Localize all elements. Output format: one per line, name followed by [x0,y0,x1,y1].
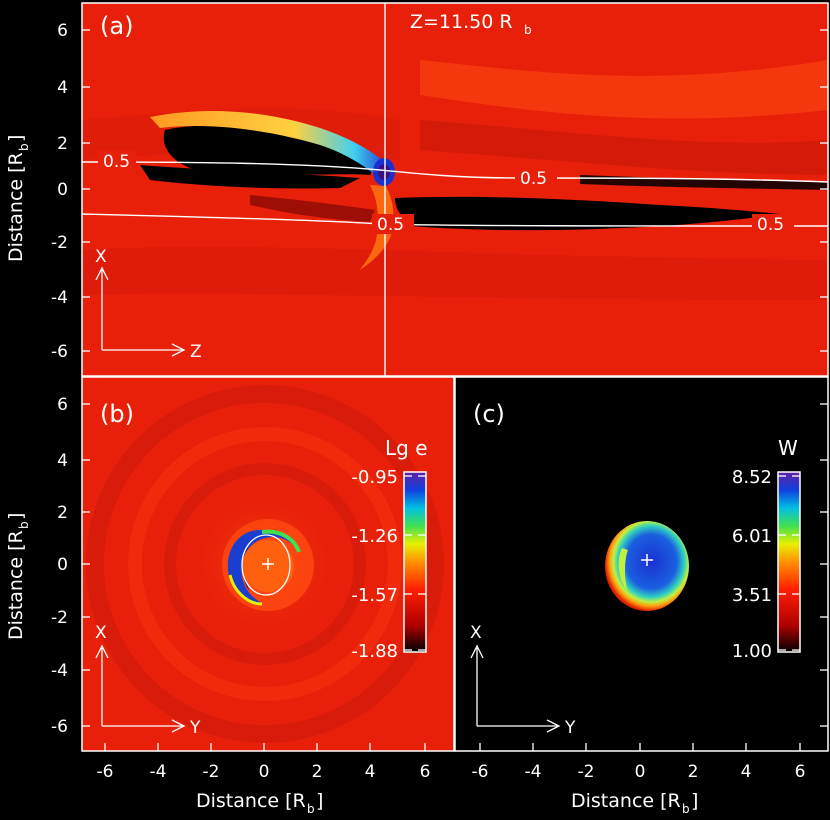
z-label-main: Z=11.50 R [410,11,513,33]
yb-tick-m4: -4 [51,661,68,681]
xc-tick-m4: -4 [525,762,542,782]
x-tick-labels-b: -6 -4 -2 0 2 4 6 [97,762,431,782]
x-axis-title-b-main: Distance [R [196,790,306,812]
xc-tick-0: 0 [635,762,646,782]
center-cross-b [262,558,274,570]
contour-label-4: 0.5 [757,215,784,235]
axis-right-b: Y [189,718,201,738]
yb-tick-6: 6 [57,395,68,415]
y-axis-title-b-sub: b [17,521,31,529]
yb-tick-4: 4 [57,451,68,471]
cb-c-tick-3: 3.51 [732,585,772,606]
axis-indicator-a [95,266,186,357]
center-cross-c [641,554,653,566]
ya-tick-6: 6 [57,21,68,41]
xb-tick-m2: -2 [203,762,220,782]
panel-b [82,377,454,751]
xc-tick-6: 6 [795,762,806,782]
colorbar-b: Lg e -0.95 -1.26 -1.57 -1.88 [351,436,427,662]
y-axis-title-b-main: Distance [R [5,530,27,640]
cb-b-tick-4: -1.88 [351,641,398,662]
y-axis-title-a-end: ] [5,135,27,142]
bright-streak [150,110,391,185]
axis-up-a: X [95,247,107,267]
axis-up-c: X [470,623,482,643]
y-axis-title-a-sub: b [17,143,31,151]
contour-label-3: 0.5 [377,215,404,235]
axis-indicator-c [470,644,561,733]
cb-b-tick-3: -1.57 [351,585,398,606]
xc-tick-2: 2 [688,762,699,782]
xb-tick-4: 4 [365,762,376,782]
y-tick-labels-b: 6 4 2 0 -2 -4 -6 [51,395,68,737]
x-axis-title-c-sub: b [682,802,690,816]
contour-label-1: 0.5 [103,152,130,172]
axis-indicator-b [95,644,186,733]
y-axis-title-a: Distance [R b ] [5,135,31,262]
xc-tick-4: 4 [741,762,752,782]
x-axis-title-b-sub: b [307,802,315,816]
xb-tick-0: 0 [259,762,270,782]
panel-c-tag: (c) [473,400,505,428]
panel-c [455,377,828,751]
y-axis-title-b: Distance [R b ] [5,513,31,640]
panel-b-tag: (b) [100,400,134,428]
ya-tick-m4: -4 [51,288,68,308]
x-axis-title-b: Distance [R b ] [196,790,323,816]
z-label: Z=11.50 R b [410,11,532,37]
contour-label-2: 0.5 [520,169,547,189]
x-axis-title-c: Distance [R b ] [571,790,698,816]
axis-up-b: X [95,623,107,643]
x-tick-labels-c: -6 -4 -2 0 2 4 6 [472,762,806,782]
yb-tick-m6: -6 [51,717,68,737]
xb-tick-m6: -6 [97,762,114,782]
contour-b [241,534,291,596]
ya-tick-m6: -6 [51,342,68,362]
xc-tick-m2: -2 [578,762,595,782]
cb-c-tick-4: 1.00 [732,641,772,662]
colorbar-b-title: Lg e [385,436,428,460]
xc-tick-m6: -6 [472,762,489,782]
contour-upper [82,161,828,183]
ya-tick-m2: -2 [51,233,68,253]
cb-b-tick-1: -0.95 [351,467,398,488]
cavity-lower [395,196,780,231]
cb-c-tick-2: 6.01 [732,526,772,547]
yb-tick-m2: -2 [51,608,68,628]
colorbar-c-title: W [778,436,798,460]
panel-a-field [82,3,828,376]
panel-a-tag: (a) [100,12,133,40]
x-axis-title-c-end: ] [691,790,698,812]
cb-b-tick-2: -1.26 [351,526,398,547]
x-axis-title-b-end: ] [316,790,323,812]
xb-tick-2: 2 [312,762,323,782]
y-axis-title-b-end: ] [5,513,27,520]
ya-tick-4: 4 [57,78,68,98]
ya-tick-0: 0 [57,180,68,200]
panel-a [82,3,828,376]
tick-marks [82,29,828,751]
xb-tick-6: 6 [420,762,431,782]
axis-right-c: Y [564,718,576,738]
x-axis-title-c-main: Distance [R [571,790,681,812]
y-tick-labels-a: 6 4 2 0 -2 -4 -6 [51,21,68,362]
y-axis-title-a-main: Distance [R [5,152,27,262]
yb-tick-0: 0 [57,555,68,575]
xb-tick-m4: -4 [150,762,167,782]
yb-tick-2: 2 [57,503,68,523]
ya-tick-2: 2 [57,134,68,154]
cb-c-tick-1: 8.52 [732,467,772,488]
z-label-sub: b [524,23,532,37]
axis-right-a: Z [190,342,202,362]
colorbar-c: W 8.52 6.01 3.51 1.00 [732,436,801,662]
